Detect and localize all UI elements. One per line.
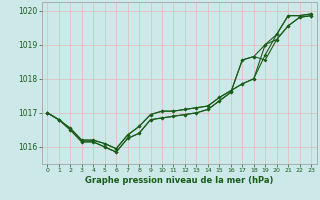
X-axis label: Graphe pression niveau de la mer (hPa): Graphe pression niveau de la mer (hPa)	[85, 176, 273, 185]
